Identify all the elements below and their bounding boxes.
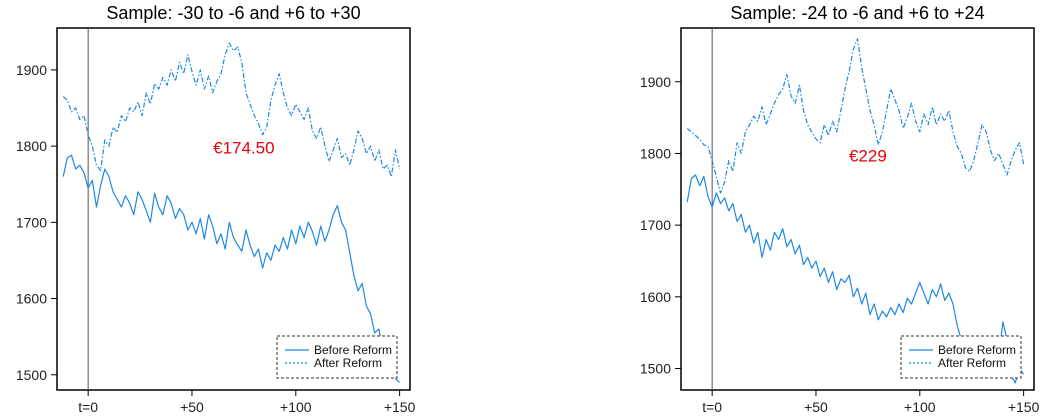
chart-panel-2: Sample: -24 to -6 and +6 to +24 1500 1600 1…	[640, 3, 1040, 415]
legend-label: After Reform	[314, 356, 382, 370]
legend-box	[900, 335, 1022, 379]
y-tick-label: 1900	[16, 62, 47, 78]
y-tick-label: 1800	[640, 145, 671, 161]
series-line-after-reform	[686, 38, 1025, 194]
y-tick-label: 1900	[640, 74, 671, 90]
series-line-after-reform	[62, 42, 401, 178]
y-tick-label: 1700	[640, 217, 671, 233]
y-tick-label: 1500	[16, 367, 47, 383]
y-tick-label: 1500	[640, 360, 671, 376]
plot-frame	[680, 27, 1035, 391]
price-gap-annotation: €174.50	[213, 139, 274, 158]
legend-label: After Reform	[938, 356, 1006, 370]
y-tick-label: 1700	[16, 214, 47, 230]
chart-title: Sample: -24 to -6 and +6 to +24	[730, 3, 984, 23]
x-tick-label: +150	[384, 399, 416, 415]
legend-label: Before Reform	[938, 343, 1016, 357]
chart-panel-1: Sample: -30 to -6 and +6 to +30 1500 1600 1…	[16, 3, 416, 415]
x-tick-label: +50	[804, 399, 828, 415]
x-tick-label: t=0	[78, 399, 98, 415]
plot-frame	[56, 27, 411, 391]
y-tick-label: 1600	[640, 289, 671, 305]
x-tick-label: +50	[180, 399, 204, 415]
x-tick-label: +150	[1008, 399, 1040, 415]
y-tick-label: 1600	[16, 291, 47, 307]
price-gap-annotation: €229	[849, 147, 887, 166]
series-line-before-reform	[62, 154, 401, 383]
x-tick-label: t=0	[702, 399, 722, 415]
legend-label: Before Reform	[314, 343, 392, 357]
y-tick-label: 1800	[16, 138, 47, 154]
legend-box	[276, 335, 398, 379]
x-tick-label: +100	[280, 399, 312, 415]
chart-title: Sample: -30 to -6 and +6 to +30	[106, 3, 360, 23]
x-tick-label: +100	[904, 399, 936, 415]
